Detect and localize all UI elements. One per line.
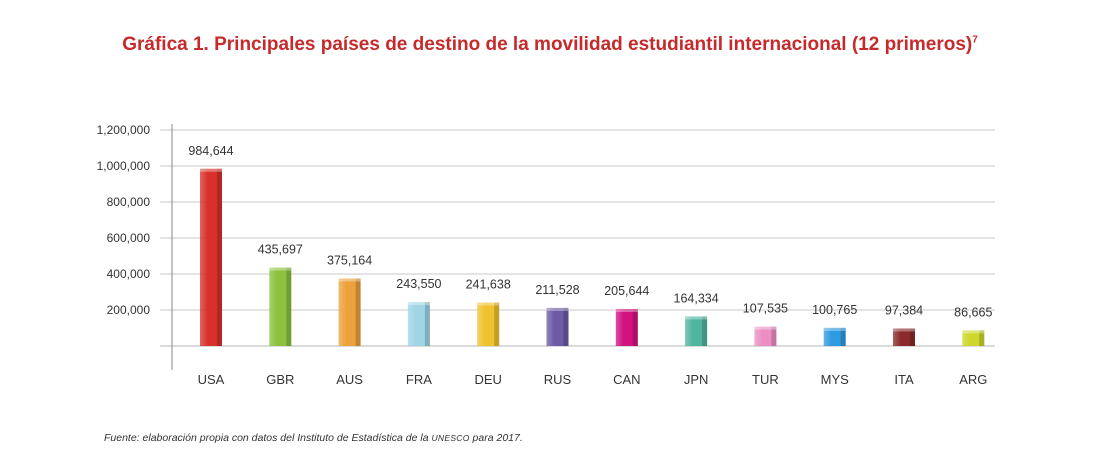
- bar-aus: [338, 278, 361, 346]
- category-label-aus: AUS: [336, 372, 363, 387]
- value-label-fra: 243,550: [396, 277, 441, 291]
- bar-deu: [477, 302, 500, 346]
- category-labels: USA GBR AUS FRA DEU RUS CAN JPN TUR MYS ITA ARG: [198, 372, 988, 387]
- bar-tur: [754, 326, 777, 346]
- value-labels: 984,644 435,697 375,164 243,550 241,638 211,5…: [188, 144, 992, 320]
- bar-cap-aus: [338, 278, 361, 282]
- category-label-gbr: GBR: [266, 372, 294, 387]
- bar-cap-usa: [200, 168, 222, 172]
- bar-shade-jpn: [702, 316, 708, 346]
- bar-cap-gbr: [269, 267, 292, 271]
- y-tick-label-5: 1,200,000: [97, 123, 151, 137]
- bar-shade-arg: [979, 330, 985, 346]
- value-label-ita: 97,384: [885, 303, 923, 317]
- bar-shade-rus: [563, 307, 569, 346]
- value-label-can: 205,644: [604, 284, 649, 298]
- bar-rus: [546, 307, 569, 346]
- source-suffix: para 2017.: [469, 432, 523, 444]
- bar-cap-arg: [962, 330, 985, 334]
- bar-shade-deu: [494, 302, 500, 346]
- bar-cap-fra: [407, 302, 430, 306]
- category-label-fra: FRA: [406, 372, 432, 387]
- bar-shade-ita: [910, 328, 915, 346]
- category-label-can: CAN: [613, 372, 640, 387]
- chart-title-text: Gráfica 1. Principales países de destino…: [122, 34, 973, 55]
- bar-fra: [407, 302, 430, 346]
- value-label-usa: 984,644: [188, 144, 233, 158]
- category-label-arg: ARG: [959, 372, 987, 387]
- chart-title: Gráfica 1. Principales países de destino…: [0, 34, 1100, 56]
- y-tick-label-0: 200,000: [107, 303, 151, 317]
- source-prefix: Fuente: elaboración propia con datos del…: [104, 432, 432, 444]
- bar-mys: [823, 327, 846, 346]
- value-label-arg: 86,665: [954, 305, 992, 319]
- y-tick-label-3: 800,000: [107, 195, 151, 209]
- category-label-usa: USA: [198, 372, 225, 387]
- y-tick-label-1: 400,000: [107, 267, 151, 281]
- bar-cap-can: [615, 308, 638, 312]
- bar-arg: [962, 330, 985, 346]
- y-tick-label-2: 600,000: [107, 231, 151, 245]
- bar-ita: [893, 328, 915, 346]
- bar-cap-jpn: [685, 316, 708, 320]
- category-label-deu: DEU: [474, 372, 501, 387]
- value-label-tur: 107,535: [743, 302, 788, 316]
- bar-usa: [200, 168, 222, 346]
- title-footnote-marker: 7: [972, 34, 978, 46]
- value-label-jpn: 164,334: [674, 291, 719, 305]
- bar-jpn: [685, 316, 708, 346]
- bar-cap-deu: [477, 302, 500, 306]
- category-label-jpn: JPN: [684, 372, 709, 387]
- gridlines: [160, 129, 995, 311]
- source-org: UNESCO: [431, 433, 470, 443]
- bar-gbr: [269, 267, 292, 346]
- bar-cap-mys: [823, 327, 846, 331]
- category-label-rus: RUS: [544, 372, 572, 387]
- bar-shade-tur: [771, 326, 777, 346]
- y-axis: 200,000 400,000 600,000 800,000 1,000,000 1,2…: [97, 123, 995, 370]
- bar-shade-can: [632, 308, 638, 346]
- value-label-gbr: 435,697: [258, 243, 303, 257]
- value-label-aus: 375,164: [327, 253, 372, 267]
- value-label-deu: 241,638: [466, 278, 511, 292]
- category-label-ita: ITA: [894, 372, 914, 387]
- bar-shade-mys: [840, 327, 846, 346]
- source-note: Fuente: elaboración propia con datos del…: [104, 432, 523, 444]
- bar-cap-tur: [754, 326, 777, 330]
- value-label-mys: 100,765: [812, 303, 857, 317]
- value-label-rus: 211,528: [535, 283, 579, 297]
- bar-shade-fra: [424, 302, 430, 346]
- bar-shade-aus: [355, 278, 361, 346]
- bar-can: [615, 308, 638, 346]
- category-label-mys: MYS: [821, 372, 850, 387]
- category-label-tur: TUR: [752, 372, 779, 387]
- bar-shade-usa: [217, 168, 222, 346]
- bar-cap-ita: [893, 328, 915, 332]
- bar-cap-rus: [546, 307, 569, 311]
- bar-shade-gbr: [286, 267, 292, 346]
- bars: [200, 168, 985, 346]
- y-tick-label-4: 1,000,000: [97, 159, 151, 173]
